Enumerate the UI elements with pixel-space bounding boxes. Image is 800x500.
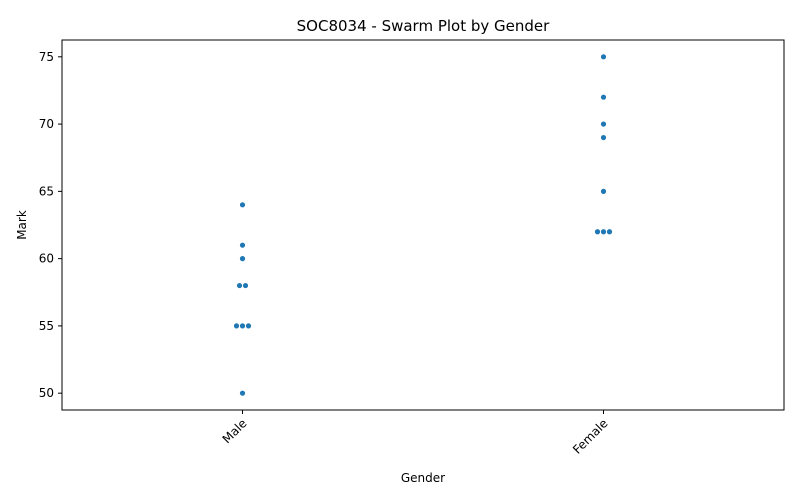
data-point-female xyxy=(606,229,613,235)
x-axis: Male Female xyxy=(220,410,611,457)
data-point-male xyxy=(239,256,246,262)
x-axis-label: Gender xyxy=(401,471,445,485)
y-tick-label: 55 xyxy=(39,319,54,333)
data-point-male xyxy=(245,323,252,329)
data-point-female xyxy=(600,229,607,235)
y-tick-label: 75 xyxy=(39,50,54,64)
data-point-male xyxy=(239,323,246,329)
data-point-male xyxy=(236,282,243,289)
y-tick-label: 60 xyxy=(39,252,54,266)
y-axis-label: Mark xyxy=(15,210,29,240)
data-point-female xyxy=(600,54,607,60)
data-point-male xyxy=(239,390,246,396)
data-point-female xyxy=(600,188,607,194)
data-point-male xyxy=(233,323,240,329)
data-point-female xyxy=(600,134,607,141)
chart-title: SOC8034 - Swarm Plot by Gender xyxy=(297,17,551,35)
y-tick-label: 65 xyxy=(39,184,54,198)
data-point-male xyxy=(239,202,246,208)
data-points xyxy=(233,54,613,396)
x-tick-label: Female xyxy=(570,416,611,457)
data-point-female xyxy=(600,121,607,127)
data-point-male xyxy=(239,242,246,248)
data-point-male xyxy=(242,282,249,289)
data-point-female xyxy=(594,229,601,235)
y-tick-label: 70 xyxy=(39,117,54,131)
y-tick-label: 50 xyxy=(39,386,54,400)
plot-frame xyxy=(61,39,785,411)
x-tick-label: Male xyxy=(220,416,250,446)
data-point-female xyxy=(600,94,607,100)
y-axis: 50 55 60 65 70 75 xyxy=(39,50,62,400)
